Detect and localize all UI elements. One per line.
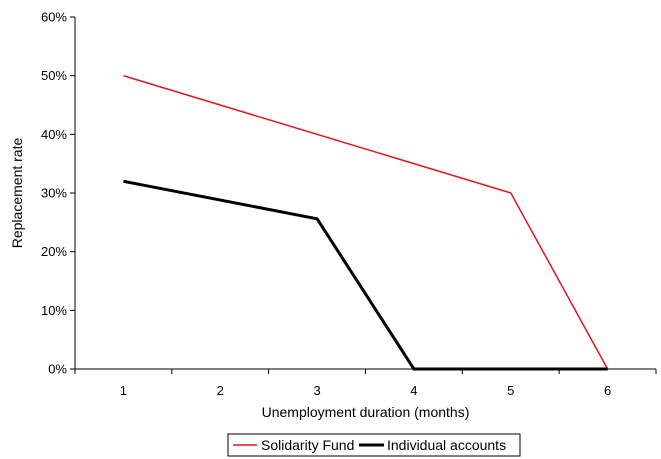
y-tick-label: 30% [41,186,67,201]
x-tick-label: 4 [410,383,417,398]
y-tick-label: 20% [41,244,67,259]
series-line-solidarity-fund [123,74,609,370]
series-line-individual-accounts [123,179,608,371]
y-tick-label: 60% [41,10,67,25]
x-tick-label: 6 [604,383,611,398]
x-tick-label: 1 [120,383,127,398]
y-tick-label: 40% [41,127,67,142]
series-layer [123,74,609,371]
y-tick-label: 50% [41,68,67,83]
y-tick-label: 10% [41,303,67,318]
x-axis-label: Unemployment duration (months) [262,404,470,420]
x-ticks: 1 2 3 4 5 6 [74,369,657,398]
y-ticks: 0% 10% 20% 30% 40% 50% 60% [41,10,75,377]
y-axis-label: Replacement rate [9,138,25,249]
legend-label-solidarity-fund: Solidarity Fund [261,437,354,453]
x-tick-label: 5 [507,383,514,398]
axes [74,17,656,370]
y-tick-label: 0% [48,362,67,377]
legend-label-individual-accounts: Individual accounts [387,437,506,453]
legend: Solidarity Fund Individual accounts [227,433,521,457]
x-tick-label: 2 [217,383,224,398]
x-tick-label: 3 [313,383,320,398]
